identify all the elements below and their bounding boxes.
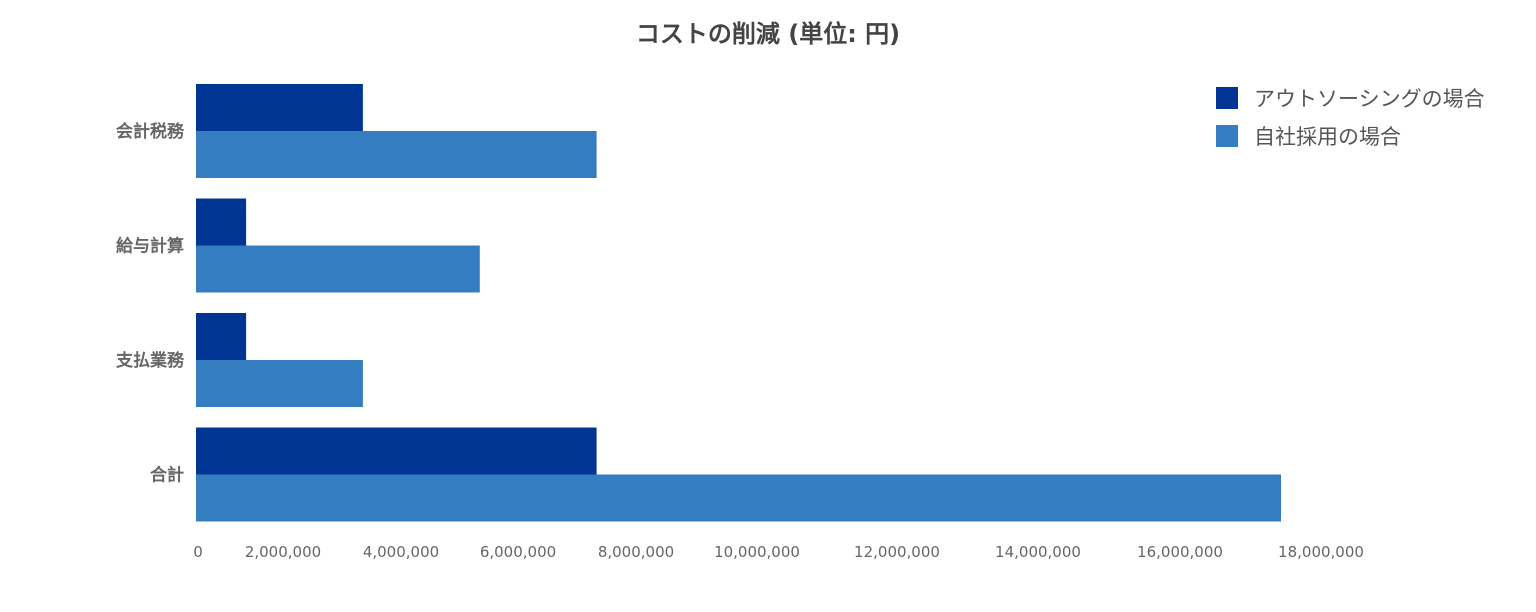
bar-inhouse-3 bbox=[196, 360, 363, 407]
bar-inhouse-4 bbox=[196, 474, 1281, 522]
x-tick-label-6: 10,000,000 bbox=[714, 543, 800, 561]
x-tick-label-10: 18,000,000 bbox=[1278, 543, 1364, 561]
bars-group bbox=[196, 84, 1281, 522]
category-label-2: 給与計算 bbox=[116, 236, 184, 257]
bar-inhouse-1 bbox=[196, 131, 597, 178]
legend-swatch-2 bbox=[1216, 125, 1238, 147]
legend-swatch-1 bbox=[1216, 87, 1238, 109]
x-tick-label-2: 2,000,000 bbox=[245, 543, 321, 561]
bar-outsourcing-1 bbox=[196, 84, 363, 131]
category-label-3: 支払業務 bbox=[116, 350, 185, 371]
x-tick-label-1: 0 bbox=[193, 543, 203, 561]
category-label-4: 合計 bbox=[150, 465, 184, 486]
chart-title: コストの削減 (単位: 円) bbox=[636, 20, 900, 48]
bar-outsourcing-2 bbox=[196, 198, 247, 246]
category-label-1: 会計税務 bbox=[116, 121, 185, 142]
bar-inhouse-2 bbox=[196, 245, 480, 293]
x-tick-label-5: 8,000,000 bbox=[598, 543, 674, 561]
bar-outsourcing-3 bbox=[196, 313, 247, 360]
x-tick-labels: 0 2,000,000 4,000,000 6,000,000 8,000,000 10,… bbox=[193, 543, 1364, 561]
x-tick-label-9: 16,000,000 bbox=[1137, 543, 1223, 561]
legend-label-1: アウトソーシングの場合 bbox=[1254, 87, 1485, 111]
legend-label-2: 自社採用の場合 bbox=[1254, 125, 1401, 149]
bar-outsourcing-4 bbox=[196, 427, 597, 475]
x-tick-label-4: 6,000,000 bbox=[480, 543, 556, 561]
x-tick-label-8: 14,000,000 bbox=[995, 543, 1081, 561]
x-tick-label-7: 12,000,000 bbox=[854, 543, 940, 561]
x-tick-label-3: 4,000,000 bbox=[363, 543, 439, 561]
